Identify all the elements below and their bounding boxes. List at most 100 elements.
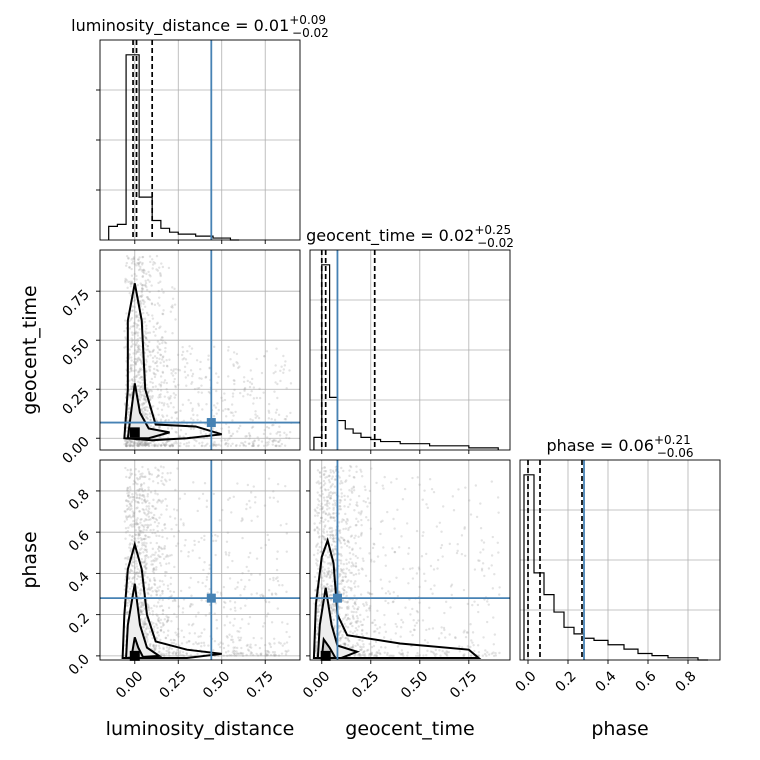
sample-point <box>448 542 451 546</box>
sample-point <box>365 516 368 519</box>
sample-point <box>201 492 205 496</box>
sample-point <box>328 507 331 510</box>
sample-point <box>341 576 345 579</box>
sample-point <box>155 534 158 538</box>
sample-point <box>128 524 132 527</box>
sample-point <box>327 586 330 589</box>
sample-point <box>349 630 352 633</box>
sample-point <box>183 365 187 369</box>
sample-point <box>153 375 157 379</box>
sample-point <box>197 611 200 614</box>
sample-point <box>432 651 435 655</box>
sample-point <box>135 278 138 281</box>
sample-point <box>131 542 135 546</box>
sample-point <box>260 440 264 443</box>
sample-point <box>354 644 357 648</box>
sample-point <box>334 501 337 505</box>
sample-point <box>404 606 407 609</box>
sample-point <box>353 582 356 585</box>
sample-point <box>226 654 229 658</box>
sample-point <box>324 518 327 521</box>
sample-point <box>140 443 144 447</box>
sample-point <box>180 353 184 357</box>
sample-point <box>123 329 126 333</box>
sample-point <box>150 389 153 393</box>
sample-point <box>325 508 329 511</box>
sample-point <box>262 594 265 598</box>
sample-point <box>131 444 135 448</box>
sample-point <box>143 392 146 395</box>
sample-point <box>196 509 199 513</box>
sample-point <box>139 548 142 551</box>
sample-point <box>228 496 232 500</box>
sample-point <box>127 506 131 509</box>
sample-point <box>125 518 129 521</box>
sample-point <box>251 444 255 448</box>
sample-point <box>244 444 247 448</box>
sample-point <box>147 627 151 630</box>
sample-point <box>147 470 151 474</box>
sample-point <box>134 441 137 445</box>
sample-point <box>332 554 335 557</box>
sample-point <box>322 537 325 540</box>
sample-point <box>316 607 320 610</box>
sample-point <box>139 391 142 394</box>
sample-point <box>180 642 184 645</box>
sample-point <box>360 646 363 649</box>
sample-point <box>170 427 174 430</box>
sample-point <box>150 586 154 589</box>
sample-point <box>407 546 411 550</box>
sample-point <box>208 567 211 570</box>
sample-point <box>160 358 164 361</box>
sample-point <box>440 544 444 547</box>
sample-point <box>138 494 142 497</box>
sample-point <box>250 519 253 522</box>
sample-point <box>221 409 225 412</box>
sample-point <box>202 568 205 572</box>
sample-point <box>131 364 134 367</box>
sample-point <box>132 512 135 515</box>
sample-point <box>338 590 341 594</box>
sample-point <box>137 344 140 347</box>
sample-point <box>347 586 350 589</box>
sample-point <box>179 428 183 432</box>
sample-point <box>125 516 128 519</box>
sample-point <box>463 527 466 530</box>
sample-point <box>233 617 236 621</box>
sample-point <box>488 653 491 656</box>
sample-point <box>267 538 271 542</box>
sample-point <box>338 574 341 578</box>
sample-point <box>189 417 193 420</box>
sample-point <box>173 517 177 520</box>
sample-point <box>143 498 147 501</box>
sample-point <box>139 601 142 604</box>
sample-point <box>138 476 142 479</box>
sample-point <box>273 654 277 657</box>
sample-point <box>490 564 493 567</box>
sample-point <box>329 576 332 579</box>
sample-point <box>266 533 269 537</box>
contour-inner <box>126 383 170 440</box>
sample-point <box>411 567 414 570</box>
sample-point <box>148 350 151 353</box>
sample-point <box>133 376 136 379</box>
panel-frame <box>309 459 511 661</box>
sample-point <box>187 550 190 554</box>
sample-point <box>370 645 374 649</box>
sample-point <box>129 542 132 545</box>
sample-point <box>155 559 158 562</box>
sample-point <box>134 361 137 365</box>
sample-point <box>138 442 142 446</box>
sample-point <box>241 654 245 658</box>
sample-point <box>166 618 169 622</box>
sample-point <box>136 358 139 362</box>
sample-point <box>159 436 162 439</box>
sample-point <box>331 572 334 575</box>
sample-point <box>165 537 169 540</box>
sample-point <box>351 645 354 649</box>
sample-point <box>382 487 385 490</box>
sample-point <box>138 387 142 390</box>
sample-point <box>278 425 281 428</box>
sample-point <box>139 367 142 370</box>
sample-point <box>153 604 156 607</box>
